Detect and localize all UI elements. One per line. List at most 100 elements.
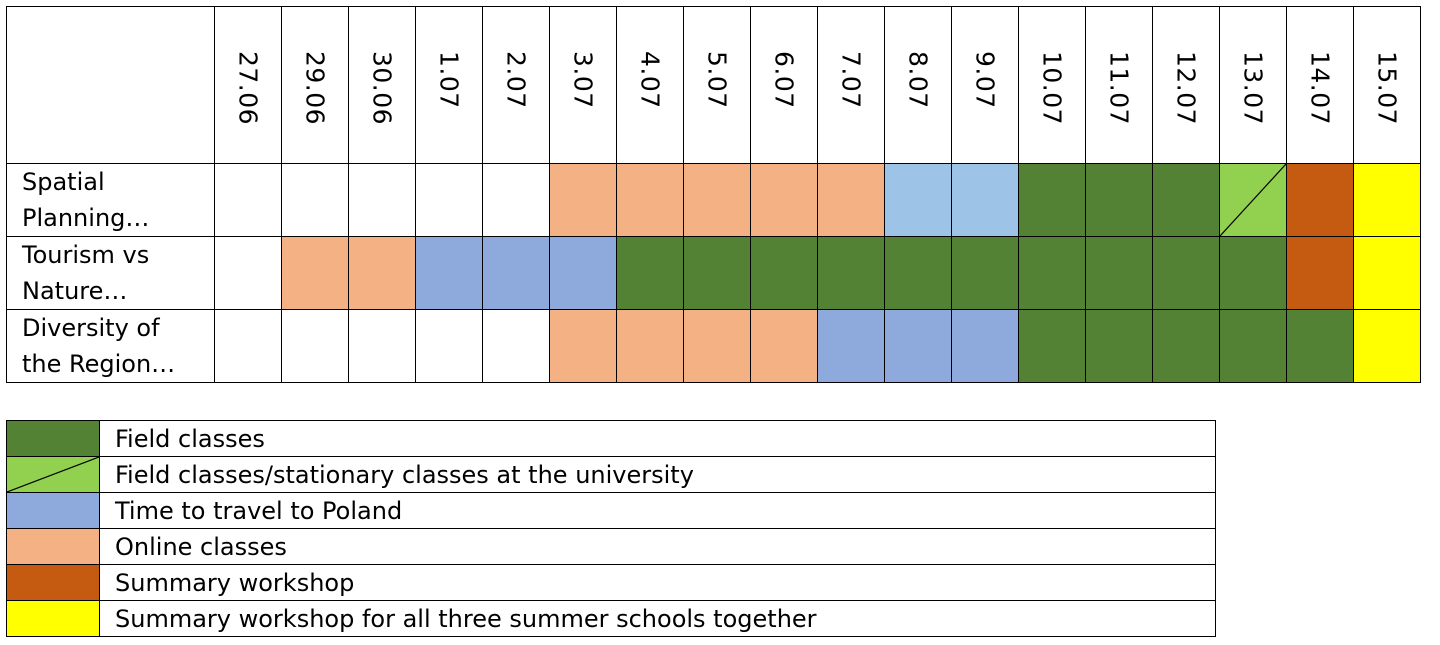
schedule-cell-travel <box>817 309 885 383</box>
date-label: 30.06 <box>367 51 397 126</box>
date-label: 11.07 <box>1104 51 1134 126</box>
schedule-cell-field <box>884 236 952 310</box>
schedule-cell-all <box>1353 163 1421 237</box>
legend-swatch <box>6 528 100 565</box>
schedule-cell-field <box>1152 236 1220 310</box>
date-label: 13.07 <box>1238 51 1268 126</box>
legend-label: Online classes <box>99 528 1216 565</box>
course-row: Spatial Planning… <box>6 163 1421 237</box>
schedule-cell-online <box>817 163 885 237</box>
date-header: 2.07 <box>482 6 550 164</box>
date-header: 9.07 <box>951 6 1019 164</box>
legend-item: Time to travel to Poland <box>6 492 1216 529</box>
date-header: 15.07 <box>1353 6 1421 164</box>
schedule-cell-travel <box>884 309 952 383</box>
date-header: 27.06 <box>214 6 282 164</box>
schedule-cell-field <box>1219 236 1287 310</box>
schedule-cell-online <box>683 309 751 383</box>
legend-item: Summary workshop <box>6 564 1216 601</box>
schedule-cell-all <box>1353 309 1421 383</box>
date-label: 14.07 <box>1305 51 1335 126</box>
date-label: 1.07 <box>434 51 464 109</box>
schedule-cell-travel_light <box>951 163 1019 237</box>
schedule-cell-online <box>616 163 684 237</box>
legend-item: Field classes/stationary classes at the … <box>6 456 1216 493</box>
schedule-cell-none <box>214 309 282 383</box>
schedule-cell-none <box>214 163 282 237</box>
date-label: 2.07 <box>501 51 531 109</box>
schedule-cell-mixed <box>1219 163 1287 237</box>
date-header: 4.07 <box>616 6 684 164</box>
corner-cell <box>6 6 215 164</box>
legend-label: Time to travel to Poland <box>99 492 1216 529</box>
schedule-cell-online <box>750 163 818 237</box>
date-label: 29.06 <box>300 51 330 126</box>
date-label: 12.07 <box>1171 51 1201 126</box>
legend-item: Field classes <box>6 420 1216 457</box>
date-header: 30.06 <box>348 6 416 164</box>
date-label: 7.07 <box>836 51 866 109</box>
legend-swatch <box>6 492 100 529</box>
schedule-cell-none <box>281 309 349 383</box>
schedule-cell-none <box>415 309 483 383</box>
date-header: 6.07 <box>750 6 818 164</box>
legend-label: Field classes/stationary classes at the … <box>99 456 1216 493</box>
date-label: 15.07 <box>1372 51 1402 126</box>
date-header: 1.07 <box>415 6 483 164</box>
date-header: 11.07 <box>1085 6 1153 164</box>
schedule-cell-none <box>482 309 550 383</box>
legend-table: Field classes Field classes/stationary cl… <box>6 420 1216 637</box>
schedule-cell-field <box>1085 163 1153 237</box>
schedule-cell-field <box>1085 309 1153 383</box>
schedule-cell-none <box>348 163 416 237</box>
course-row: Tourism vs Nature… <box>6 236 1421 310</box>
date-header: 13.07 <box>1219 6 1287 164</box>
course-name: Tourism vs Nature… <box>6 236 215 310</box>
schedule-cell-field <box>951 236 1019 310</box>
schedule-cell-field <box>1018 236 1086 310</box>
schedule-cell-field <box>1152 309 1220 383</box>
date-header: 29.06 <box>281 6 349 164</box>
date-header: 14.07 <box>1286 6 1354 164</box>
schedule-cell-all <box>1353 236 1421 310</box>
schedule-cell-field <box>1219 309 1287 383</box>
legend-label: Summary workshop <box>99 564 1216 601</box>
legend-label: Field classes <box>99 420 1216 457</box>
schedule-cell-field <box>750 236 818 310</box>
schedule-cell-none <box>415 163 483 237</box>
schedule-cell-field <box>1286 309 1354 383</box>
date-header: 5.07 <box>683 6 751 164</box>
diagonal-line <box>7 457 99 492</box>
schedule-cell-online <box>750 309 818 383</box>
schedule-cell-online <box>549 163 617 237</box>
date-label: 4.07 <box>635 51 665 109</box>
course-name: Diversity of the Region… <box>6 309 215 383</box>
schedule-cell-travel <box>951 309 1019 383</box>
date-label: 5.07 <box>702 51 732 109</box>
schedule-cell-travel <box>415 236 483 310</box>
schedule-cell-travel_light <box>884 163 952 237</box>
date-header: 8.07 <box>884 6 952 164</box>
legend-swatch <box>6 564 100 601</box>
schedule-cell-field <box>1085 236 1153 310</box>
date-header: 7.07 <box>817 6 885 164</box>
schedule-cell-workshop <box>1286 236 1354 310</box>
schedule-table: 27.06 29.06 30.06 1.07 2.07 3.07 4.07 5.07 6.07 7… <box>6 6 1421 383</box>
date-label: 27.06 <box>233 51 263 126</box>
schedule-cell-online <box>549 309 617 383</box>
schedule-cell-none <box>214 236 282 310</box>
schedule-cell-travel <box>549 236 617 310</box>
schedule-cell-field <box>683 236 751 310</box>
schedule-cell-none <box>482 163 550 237</box>
diagonal-line <box>1220 164 1286 236</box>
date-header-row: 27.06 29.06 30.06 1.07 2.07 3.07 4.07 5.07 6.07 7… <box>6 6 1421 164</box>
course-row: Diversity of the Region… <box>6 309 1421 383</box>
schedule-cell-online <box>348 236 416 310</box>
legend-item: Summary workshop for all three summer sc… <box>6 600 1216 637</box>
legend-swatch <box>6 456 100 493</box>
schedule-cell-field <box>616 236 684 310</box>
date-header: 10.07 <box>1018 6 1086 164</box>
schedule-cell-field <box>1018 163 1086 237</box>
schedule-cell-none <box>281 163 349 237</box>
schedule-cell-none <box>348 309 416 383</box>
